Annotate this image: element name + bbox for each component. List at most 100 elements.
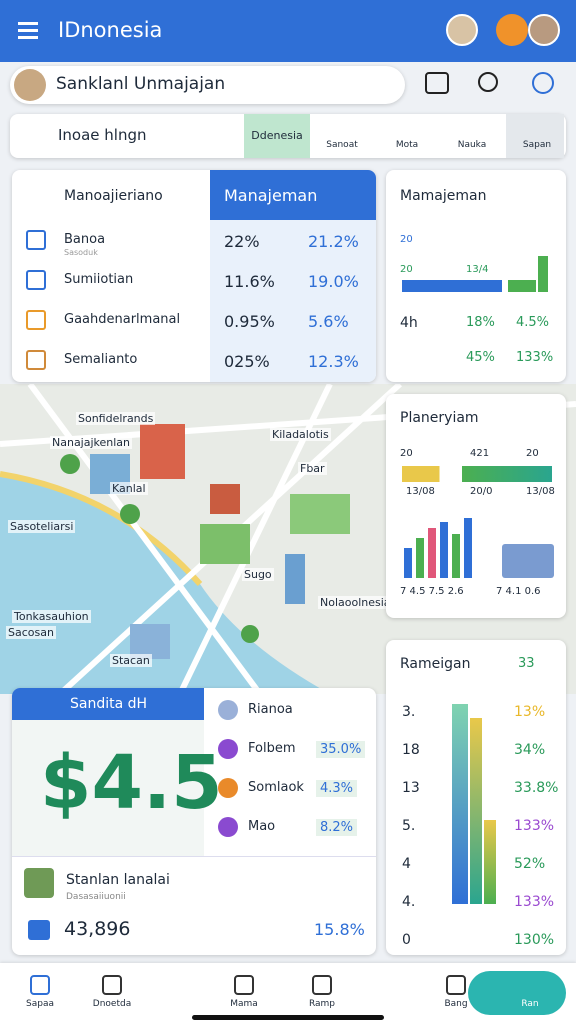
user-change: 15.8% [314, 920, 365, 939]
icon [28, 920, 50, 940]
row-value: 21.2% [308, 232, 359, 251]
nav-icon[interactable] [30, 975, 50, 995]
card-title: Rameigan [400, 656, 471, 672]
tab[interactable]: Sapan [522, 140, 552, 150]
row-icon [26, 310, 46, 330]
nav-label[interactable]: Sapaa [26, 999, 54, 1009]
divider [12, 856, 376, 857]
app-title: IDnonesia [58, 18, 163, 42]
stats-card: Manajeman Manoajieriano Banoa Sasoduk 22% 2… [12, 170, 376, 382]
stats-title: Manoajieriano [64, 188, 163, 204]
row-icon [26, 230, 46, 250]
avatar[interactable] [446, 14, 478, 46]
search-icon[interactable] [478, 72, 498, 92]
value-label: 33.8% [514, 780, 559, 796]
row-icon [26, 270, 46, 290]
row-value: 4.5% [516, 315, 550, 330]
search-bar[interactable]: Sanklanl Unmajajan [10, 66, 405, 104]
value-label: 133% [514, 818, 555, 834]
value-label: 52% [514, 856, 546, 872]
item-value: 35.0% [316, 741, 366, 758]
axis-label: 4 [402, 856, 411, 872]
bar [484, 820, 496, 904]
nav-label[interactable]: Mama [230, 999, 258, 1009]
tab[interactable]: Ddenesia [251, 129, 303, 142]
nav-label[interactable]: Ran [521, 999, 539, 1009]
card-summary: Mamajeman 20 20 13/4 4h 18% 4.5% 45% 133… [386, 170, 566, 382]
wallet-amount-bg [12, 720, 204, 856]
row-value: 22% [224, 232, 260, 251]
badge[interactable] [496, 14, 528, 46]
map-label: Fbar [298, 462, 327, 475]
bar [508, 280, 536, 292]
tab[interactable]: Sanoat [326, 140, 358, 150]
chart-label: 7 4.5 7.5 2.6 [400, 586, 464, 597]
tab-active-bg [244, 114, 310, 158]
nav-label[interactable]: Dnoetda [92, 999, 132, 1009]
row-icon [26, 350, 46, 370]
axis-label: 0 [402, 932, 411, 948]
chart-label: 20 [400, 234, 413, 245]
chart-label: 7 4.1 0.6 [496, 586, 541, 597]
chart-label: 421 [470, 448, 490, 459]
nav-icon[interactable] [102, 975, 122, 995]
bottom-nav: Sapaa Dnoetda Mama Ramp Bang Ran [0, 963, 576, 1024]
item-value: 8.2% [316, 819, 358, 836]
nav-icon[interactable] [446, 975, 466, 995]
value-label: 130% [514, 932, 555, 948]
stats-header-text: Manajeman [224, 186, 318, 205]
tab[interactable]: Nauka [457, 140, 487, 150]
map-label: Tonkasauhion [12, 610, 91, 623]
map-label: Stacan [110, 654, 152, 667]
item-name: Rianoa [248, 702, 293, 717]
axis-label: 4. [402, 894, 416, 910]
row-value: 45% [466, 350, 495, 365]
axis-label: 13 [402, 780, 420, 796]
row-value: 0.95% [224, 312, 275, 331]
bar [452, 704, 468, 904]
notification-icon[interactable] [532, 72, 554, 94]
header: IDnonesia [0, 0, 576, 62]
filter-label: Inoae hlngn [58, 126, 147, 144]
nav-label[interactable]: Bang [444, 999, 468, 1009]
card-title: Planeryiam [400, 410, 479, 426]
map-label: Nolaoolnesia [318, 596, 393, 609]
nav-icon[interactable] [234, 975, 254, 995]
row-sub: Sasoduk [64, 248, 98, 257]
wallet-amount: $4.5 [40, 740, 223, 826]
value-label: 13% [514, 704, 546, 720]
nav-fab[interactable] [468, 971, 566, 1015]
map-label: Sonfidelrands [76, 412, 156, 425]
menu-icon[interactable] [18, 22, 38, 25]
chart-label: 13/4 [466, 264, 489, 275]
row-label: Sumiiotian [64, 272, 134, 287]
row-value: 5.6% [308, 312, 349, 331]
axis-label: 3. [402, 704, 416, 720]
item-icon [218, 700, 238, 720]
chart-label: 20 [400, 448, 413, 459]
item-icon [218, 817, 238, 837]
wallet-card: Sandita dH $4.5 Rianoa Folbem 35.0% Somlaok… [12, 688, 376, 955]
card-title: Mamajeman [400, 188, 487, 204]
bar [402, 280, 502, 292]
avatar[interactable] [528, 14, 560, 46]
tab[interactable]: Mota [395, 140, 419, 150]
nav-label[interactable]: Ramp [308, 999, 336, 1009]
wallet-title: Sandita dH [70, 696, 148, 712]
search-text: Sanklanl Unmajajan [56, 74, 226, 94]
stats-header [210, 170, 376, 220]
row-value: 11.6% [224, 272, 275, 291]
map-label: Kiladalotis [270, 428, 331, 441]
chart-label: 20 [400, 264, 413, 275]
nav-icon[interactable] [312, 975, 332, 995]
item-icon [218, 739, 238, 759]
map-label: Sasoteliarsi [8, 520, 76, 533]
bar [402, 466, 552, 482]
icon-button[interactable] [425, 72, 449, 94]
row-value: 025% [224, 352, 270, 371]
item-value: 4.3% [316, 780, 358, 797]
map-label: Nanajajkenlan [50, 436, 133, 449]
item-icon [218, 778, 238, 798]
map-label: Sugo [242, 568, 274, 581]
